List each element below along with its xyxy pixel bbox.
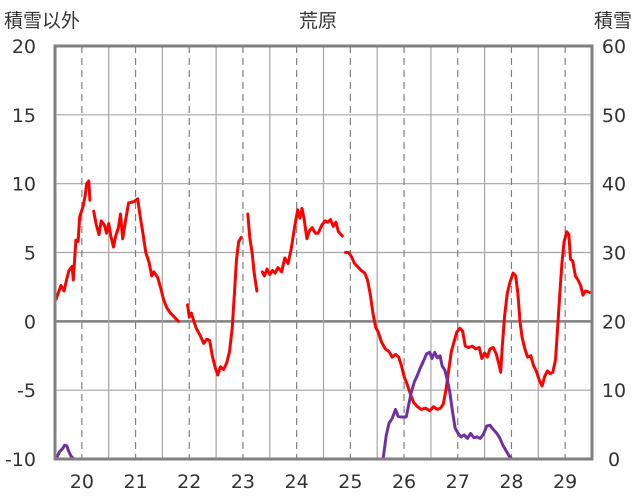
left-axis-tick-label: 0 (24, 311, 36, 333)
left-axis-tick-label: -5 (17, 380, 36, 402)
series-1-line-segment-6 (344, 230, 592, 413)
x-axis-tick-label: 20 (70, 471, 94, 493)
x-axis-tick-label: 24 (285, 471, 309, 493)
left-axis-tick-label: 10 (12, 174, 36, 196)
right-axis-tick-label: 0 (608, 449, 620, 471)
left-axis-tick-label: -10 (5, 449, 36, 471)
plot-series (54, 179, 594, 461)
right-axis-tick-label: 20 (602, 311, 626, 333)
x-axis-tick-label: 28 (499, 471, 523, 493)
series-1-line-segment-2 (92, 197, 180, 323)
x-axis-tick-label: 29 (553, 471, 577, 493)
plot-grid (55, 46, 592, 459)
right-axis-tick-label: 60 (602, 36, 626, 58)
x-axis-tick-label: 26 (392, 471, 416, 493)
series-1-line-segment-5 (260, 206, 344, 278)
series-1-line-segment-1 (54, 179, 92, 301)
x-axis-tick-label: 27 (446, 471, 470, 493)
series-1-line-segment-3 (186, 235, 243, 377)
right-axis-tick-label: 30 (602, 243, 626, 265)
right-axis-label: 積雪 (594, 10, 632, 32)
right-axis-tick-label: 50 (602, 105, 626, 127)
right-axis-tick-label: 40 (602, 174, 626, 196)
left-axis-tick-label: 20 (12, 36, 36, 58)
x-axis-tick-label: 22 (177, 471, 201, 493)
chart-title: 荒原 (299, 10, 337, 32)
x-axis-tick-label: 23 (231, 471, 255, 493)
x-axis-tick-label: 25 (338, 471, 362, 493)
series-1-line-segment-4 (246, 212, 259, 293)
x-axis-tick-label: 21 (123, 471, 147, 493)
right-axis-tick-label: 10 (602, 380, 626, 402)
left-axis-tick-label: 5 (24, 243, 36, 265)
left-axis-label: 積雪以外 (4, 10, 80, 32)
plot-area-border (53, 44, 594, 461)
left-axis-tick-label: 15 (12, 105, 36, 127)
series-2-line-segment-1 (54, 350, 594, 461)
